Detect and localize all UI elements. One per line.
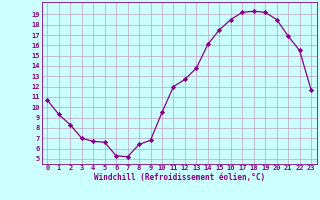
X-axis label: Windchill (Refroidissement éolien,°C): Windchill (Refroidissement éolien,°C) [94,173,265,182]
